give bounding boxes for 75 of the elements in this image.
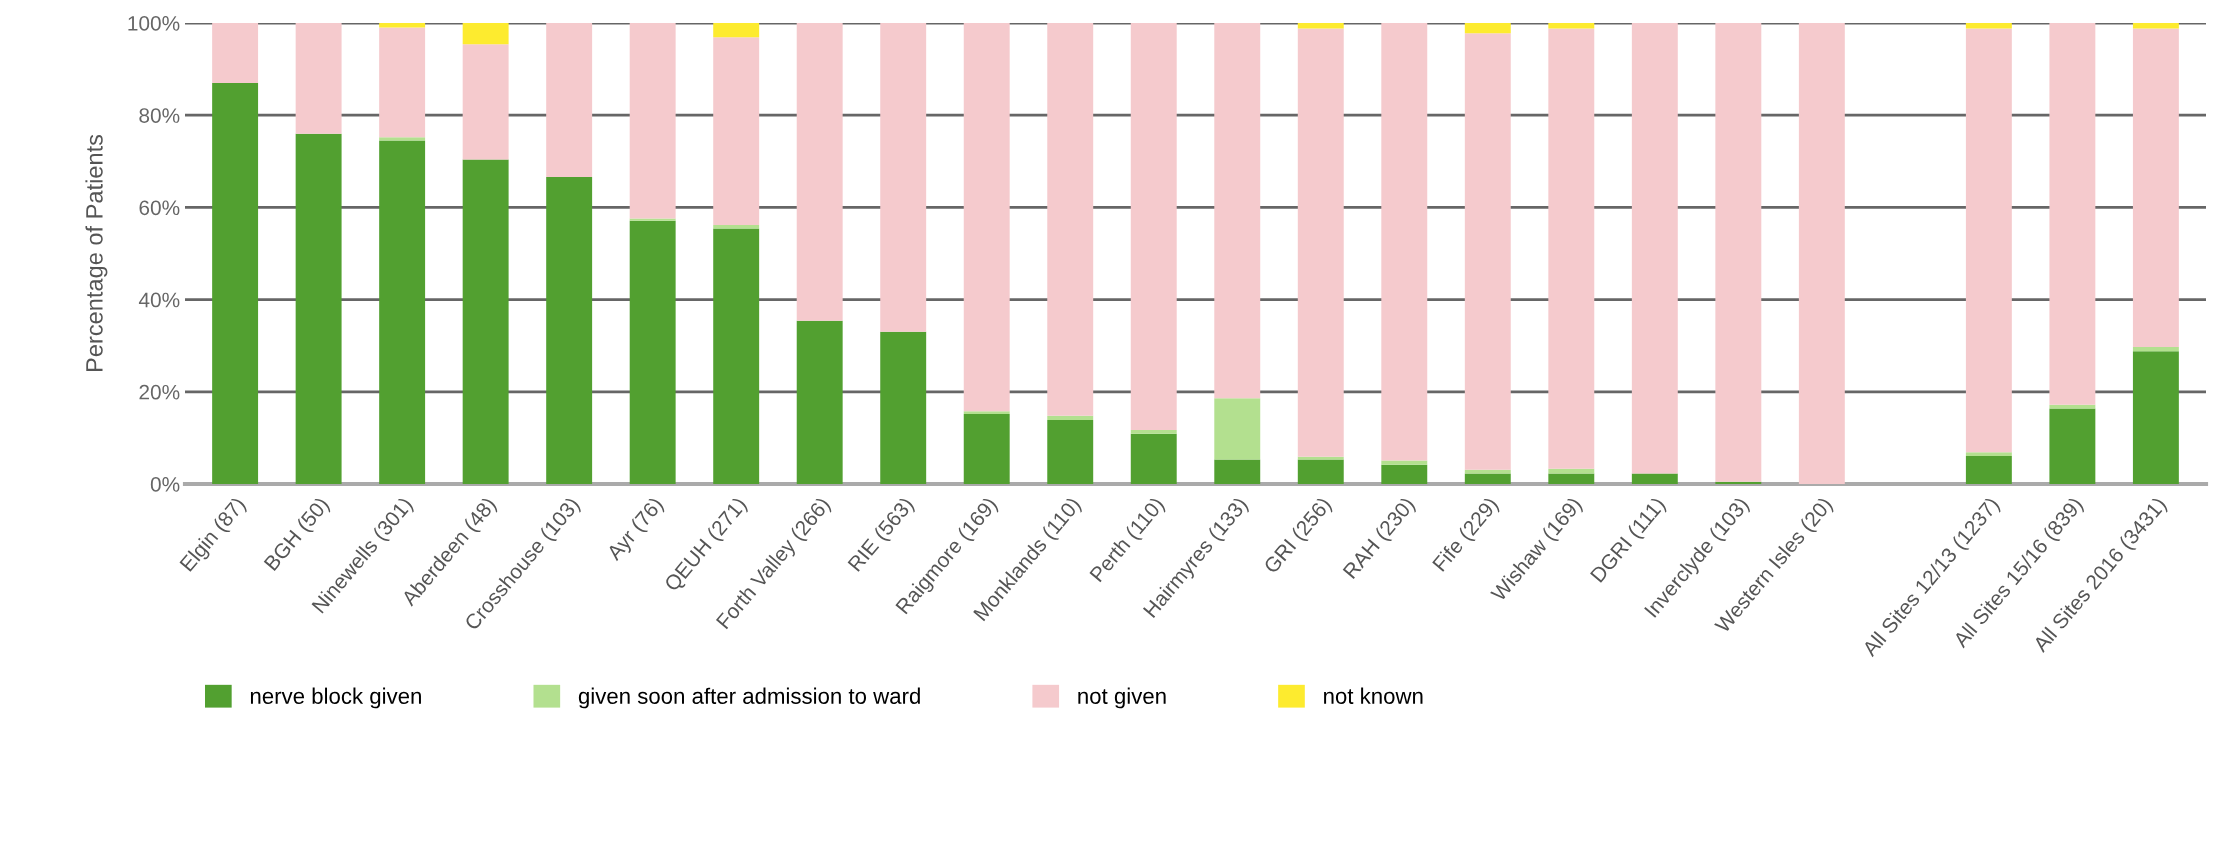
- bar: [1130, 430, 1177, 434]
- bar: [379, 23, 426, 28]
- bar: [2049, 23, 2096, 405]
- bar: [1965, 452, 2012, 456]
- y-tick-label: 40%: [138, 292, 180, 308]
- bar: [713, 224, 760, 229]
- legend-label: not given: [1078, 687, 1166, 709]
- bar: [379, 137, 426, 141]
- bar: [546, 23, 593, 177]
- bar: [713, 228, 760, 484]
- bar: [1548, 473, 1595, 484]
- legend-label: not known: [1324, 687, 1423, 704]
- bar: [462, 159, 509, 484]
- bar: [1381, 460, 1428, 465]
- bar: [1464, 473, 1511, 484]
- bar: [1715, 23, 1762, 482]
- bar: [963, 411, 1010, 414]
- bar: [713, 37, 760, 225]
- bar: [629, 23, 676, 219]
- bar: [1965, 28, 2012, 453]
- y-axis-title: Percentage of Patients: [85, 134, 108, 371]
- y-tick-label: 100%: [128, 16, 180, 31]
- bar: [2049, 408, 2096, 484]
- bar: [1464, 33, 1511, 470]
- bar: [462, 23, 509, 45]
- bar: [1798, 23, 1845, 484]
- bar: [1214, 23, 1261, 399]
- bar: [1631, 473, 1678, 484]
- bar: [1047, 415, 1094, 420]
- bar: [212, 23, 259, 83]
- bar: [1214, 398, 1261, 460]
- bar: [1130, 23, 1177, 431]
- bar: [2132, 351, 2179, 484]
- y-tick-label: 80%: [139, 108, 180, 123]
- bar: [1047, 419, 1094, 484]
- bar: [1130, 433, 1177, 484]
- bar: [1965, 23, 2012, 29]
- bar: [546, 176, 593, 484]
- bar: [1381, 23, 1428, 461]
- bar: [379, 140, 426, 484]
- bar: [212, 82, 259, 484]
- bar: [1214, 459, 1261, 484]
- bar: [1464, 23, 1511, 34]
- bar: [1965, 455, 2012, 484]
- bar: [1297, 456, 1344, 460]
- bar: [629, 220, 676, 484]
- bar: [2132, 347, 2179, 352]
- bar: [379, 27, 426, 138]
- bar: [963, 413, 1010, 484]
- legend-label: nerve block given: [250, 687, 421, 709]
- bar: [1047, 23, 1094, 416]
- x-tick-label: Ayr (76): [605, 496, 667, 565]
- bar: [2132, 23, 2179, 29]
- bar: [1631, 23, 1678, 474]
- y-tick-label: 0%: [150, 477, 180, 492]
- bar: [462, 44, 509, 160]
- bar: [295, 133, 342, 484]
- bar: [1548, 23, 1595, 29]
- bar: [880, 23, 927, 332]
- bar: [1297, 23, 1344, 29]
- bar: [1381, 464, 1428, 484]
- bar: [1297, 459, 1344, 484]
- bar: [1548, 28, 1595, 469]
- bar: [713, 23, 760, 38]
- y-tick-label: 60%: [139, 200, 180, 216]
- bar: [2132, 28, 2179, 348]
- y-tick-label: 20%: [139, 384, 180, 400]
- legend-label: given soon after admission to ward: [578, 687, 920, 709]
- bar: [963, 23, 1010, 412]
- bar: [1297, 28, 1344, 457]
- bar: [796, 23, 843, 321]
- bar: [796, 320, 843, 484]
- bar: [629, 218, 676, 221]
- bar: [880, 331, 927, 484]
- bar: [295, 23, 342, 134]
